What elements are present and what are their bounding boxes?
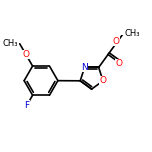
Text: CH₃: CH₃ (2, 39, 18, 48)
Text: CH₃: CH₃ (125, 29, 140, 38)
Text: F: F (24, 101, 29, 110)
Text: O: O (115, 59, 122, 68)
Text: O: O (100, 76, 107, 85)
Text: O: O (112, 36, 119, 46)
Text: N: N (81, 63, 88, 72)
Text: O: O (22, 50, 29, 59)
